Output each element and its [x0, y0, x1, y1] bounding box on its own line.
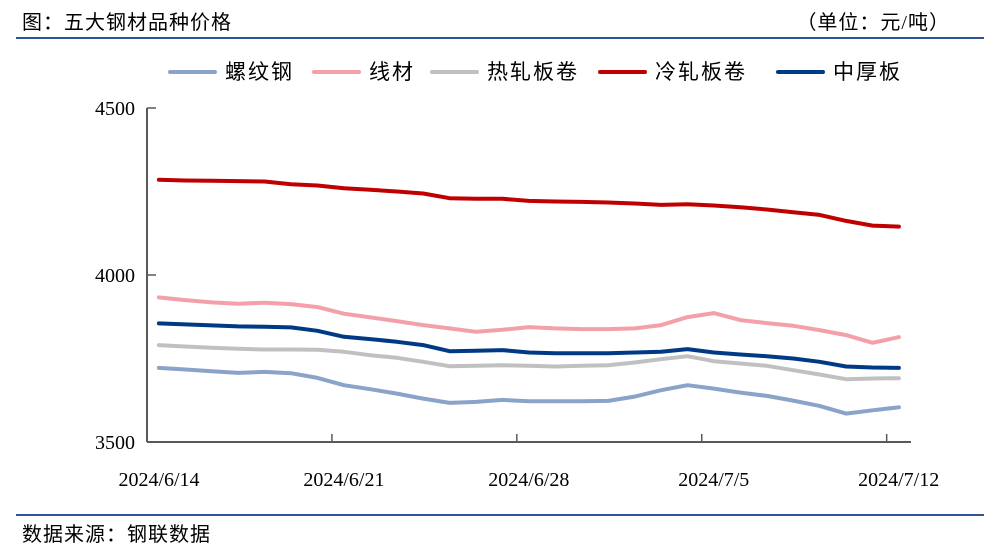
series-line-1	[156, 365, 901, 416]
y-tick-label: 4000	[95, 265, 135, 287]
legend-item: 热轧板卷	[430, 60, 579, 84]
x-tick-label: 2024/7/5	[678, 469, 749, 491]
series-line-4	[156, 177, 901, 229]
footer-rule	[16, 514, 984, 516]
legend-item: 螺纹钢	[168, 60, 294, 84]
legend-label: 线材	[369, 60, 415, 84]
legend-label: 冷轧板卷	[655, 60, 747, 84]
legend-label: 螺纹钢	[225, 60, 294, 84]
source-note: 数据来源：钢联数据	[22, 524, 211, 546]
x-tick-label: 2024/6/14	[118, 469, 199, 491]
legend-label: 中厚板	[833, 60, 902, 84]
axes: 4500 4000 3500 2024/6/14 2024/6/21 2024/6/28 2…	[95, 98, 939, 491]
series-line-2	[156, 295, 901, 345]
series-line-5	[156, 321, 901, 370]
series-line-3	[156, 343, 901, 382]
x-tick-label: 2024/7/12	[858, 469, 939, 491]
legend-label: 热轧板卷	[487, 60, 579, 84]
x-tick-label: 2024/6/21	[303, 469, 384, 491]
series-lines	[156, 177, 901, 416]
figure-title: 图：五大钢材品种价格	[22, 12, 232, 34]
legend-item: 冷轧板卷	[598, 60, 747, 84]
legend-item: 线材	[312, 60, 415, 84]
header-rule	[16, 37, 984, 39]
x-tick-label: 2024/6/28	[488, 469, 569, 491]
legend-item: 中厚板	[776, 60, 902, 84]
legend: 螺纹钢 线材 热轧板卷 冷轧板卷 中厚板	[168, 60, 902, 84]
unit-label: （单位：元/吨）	[796, 12, 950, 34]
y-tick-label: 3500	[95, 432, 135, 454]
y-tick-label: 4500	[95, 98, 135, 120]
